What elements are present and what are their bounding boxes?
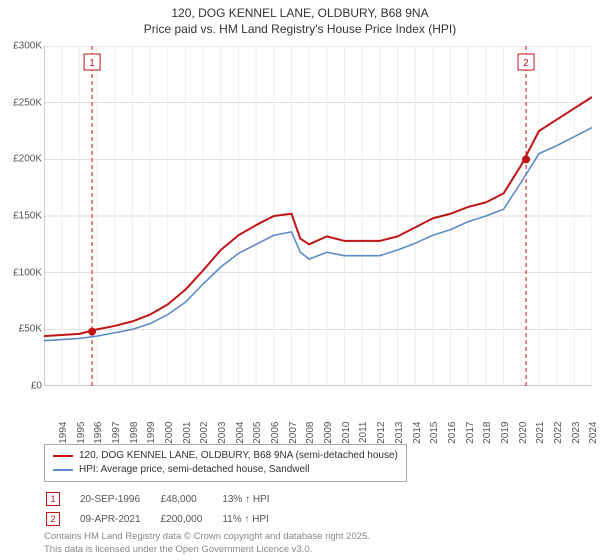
- marker-date-2: 09-APR-2021: [80, 510, 159, 528]
- legend-label-price: 120, DOG KENNEL LANE, OLDBURY, B68 9NA (…: [79, 449, 398, 463]
- x-tick-label: 2008: [305, 422, 316, 444]
- x-tick-label: 2023: [570, 422, 581, 444]
- x-tick-label: 1996: [93, 422, 104, 444]
- x-tick-label: 2002: [199, 422, 210, 444]
- x-tick-label: 2000: [164, 422, 175, 444]
- x-tick-label: 2003: [217, 422, 228, 444]
- x-tick-label: 2015: [429, 422, 440, 444]
- x-tick-label: 2012: [376, 422, 387, 444]
- x-tick-label: 2017: [464, 422, 475, 444]
- svg-text:1: 1: [89, 58, 95, 69]
- x-axis: 1994199519961997199819992000200120022003…: [44, 388, 592, 438]
- x-tick-label: 2009: [323, 422, 334, 444]
- x-tick-label: 2013: [394, 422, 405, 444]
- chart-area: £0£50K£100K£150K£200K£250K£300K 12 19941…: [0, 40, 600, 440]
- x-tick-label: 2019: [500, 422, 511, 444]
- x-tick-label: 2004: [235, 422, 246, 444]
- y-tick-label: £150K: [13, 211, 42, 222]
- x-tick-label: 2006: [270, 422, 281, 444]
- legend-box: 120, DOG KENNEL LANE, OLDBURY, B68 9NA (…: [44, 444, 407, 482]
- x-tick-label: 1998: [128, 422, 139, 444]
- title-line-2: Price paid vs. HM Land Registry's House …: [0, 22, 600, 38]
- legend: 120, DOG KENNEL LANE, OLDBURY, B68 9NA (…: [44, 444, 592, 530]
- x-tick-label: 2010: [341, 422, 352, 444]
- marker-date-1: 20-SEP-1996: [80, 490, 159, 508]
- x-tick-label: 2001: [181, 422, 192, 444]
- chart-title: 120, DOG KENNEL LANE, OLDBURY, B68 9NA P…: [0, 0, 600, 37]
- y-tick-label: £50K: [19, 324, 42, 335]
- marker-hpi-1: 13% ↑ HPI: [222, 490, 287, 508]
- plot: 12: [44, 46, 592, 386]
- footnote-line-1: Contains HM Land Registry data © Crown c…: [44, 531, 370, 543]
- x-tick-label: 2007: [288, 422, 299, 444]
- y-tick-label: £100K: [13, 267, 42, 278]
- x-tick-label: 2020: [517, 422, 528, 444]
- legend-row-price: 120, DOG KENNEL LANE, OLDBURY, B68 9NA (…: [53, 449, 398, 463]
- y-axis: £0 £50K £100K £150K £200K £250K £300K: [0, 40, 44, 440]
- legend-swatch-hpi: [53, 469, 73, 471]
- marker-box-2: 2: [46, 512, 60, 526]
- y-tick-label: £300K: [13, 41, 42, 52]
- x-tick-label: 1997: [111, 422, 122, 444]
- x-tick-label: 2014: [411, 422, 422, 444]
- x-tick-label: 2011: [358, 422, 369, 444]
- x-tick-label: 2018: [482, 422, 493, 444]
- x-tick-label: 1999: [146, 422, 157, 444]
- marker-row-1: 1 20-SEP-1996 £48,000 13% ↑ HPI: [46, 490, 288, 508]
- x-tick-label: 1994: [58, 422, 69, 444]
- legend-swatch-price: [53, 455, 73, 457]
- y-tick-label: £0: [31, 381, 42, 392]
- x-tick-label: 1995: [75, 422, 86, 444]
- marker-row-2: 2 09-APR-2021 £200,000 11% ↑ HPI: [46, 510, 288, 528]
- marker-price-2: £200,000: [161, 510, 221, 528]
- x-tick-label: 2021: [535, 422, 546, 444]
- marker-price-1: £48,000: [161, 490, 221, 508]
- y-tick-label: £200K: [13, 154, 42, 165]
- y-tick-label: £250K: [13, 97, 42, 108]
- x-tick-label: 2016: [447, 422, 458, 444]
- marker-hpi-2: 11% ↑ HPI: [222, 510, 287, 528]
- footnote-line-2: This data is licensed under the Open Gov…: [44, 544, 370, 556]
- marker-box-1: 1: [46, 492, 60, 506]
- sale-markers-table: 1 20-SEP-1996 £48,000 13% ↑ HPI 2 09-APR…: [44, 488, 290, 530]
- legend-label-hpi: HPI: Average price, semi-detached house,…: [79, 463, 310, 477]
- footnote: Contains HM Land Registry data © Crown c…: [44, 531, 370, 556]
- x-tick-label: 2024: [588, 422, 599, 444]
- x-tick-label: 2005: [252, 422, 263, 444]
- legend-row-hpi: HPI: Average price, semi-detached house,…: [53, 463, 398, 477]
- svg-text:2: 2: [523, 58, 529, 69]
- title-line-1: 120, DOG KENNEL LANE, OLDBURY, B68 9NA: [0, 6, 600, 22]
- x-tick-label: 2022: [553, 422, 564, 444]
